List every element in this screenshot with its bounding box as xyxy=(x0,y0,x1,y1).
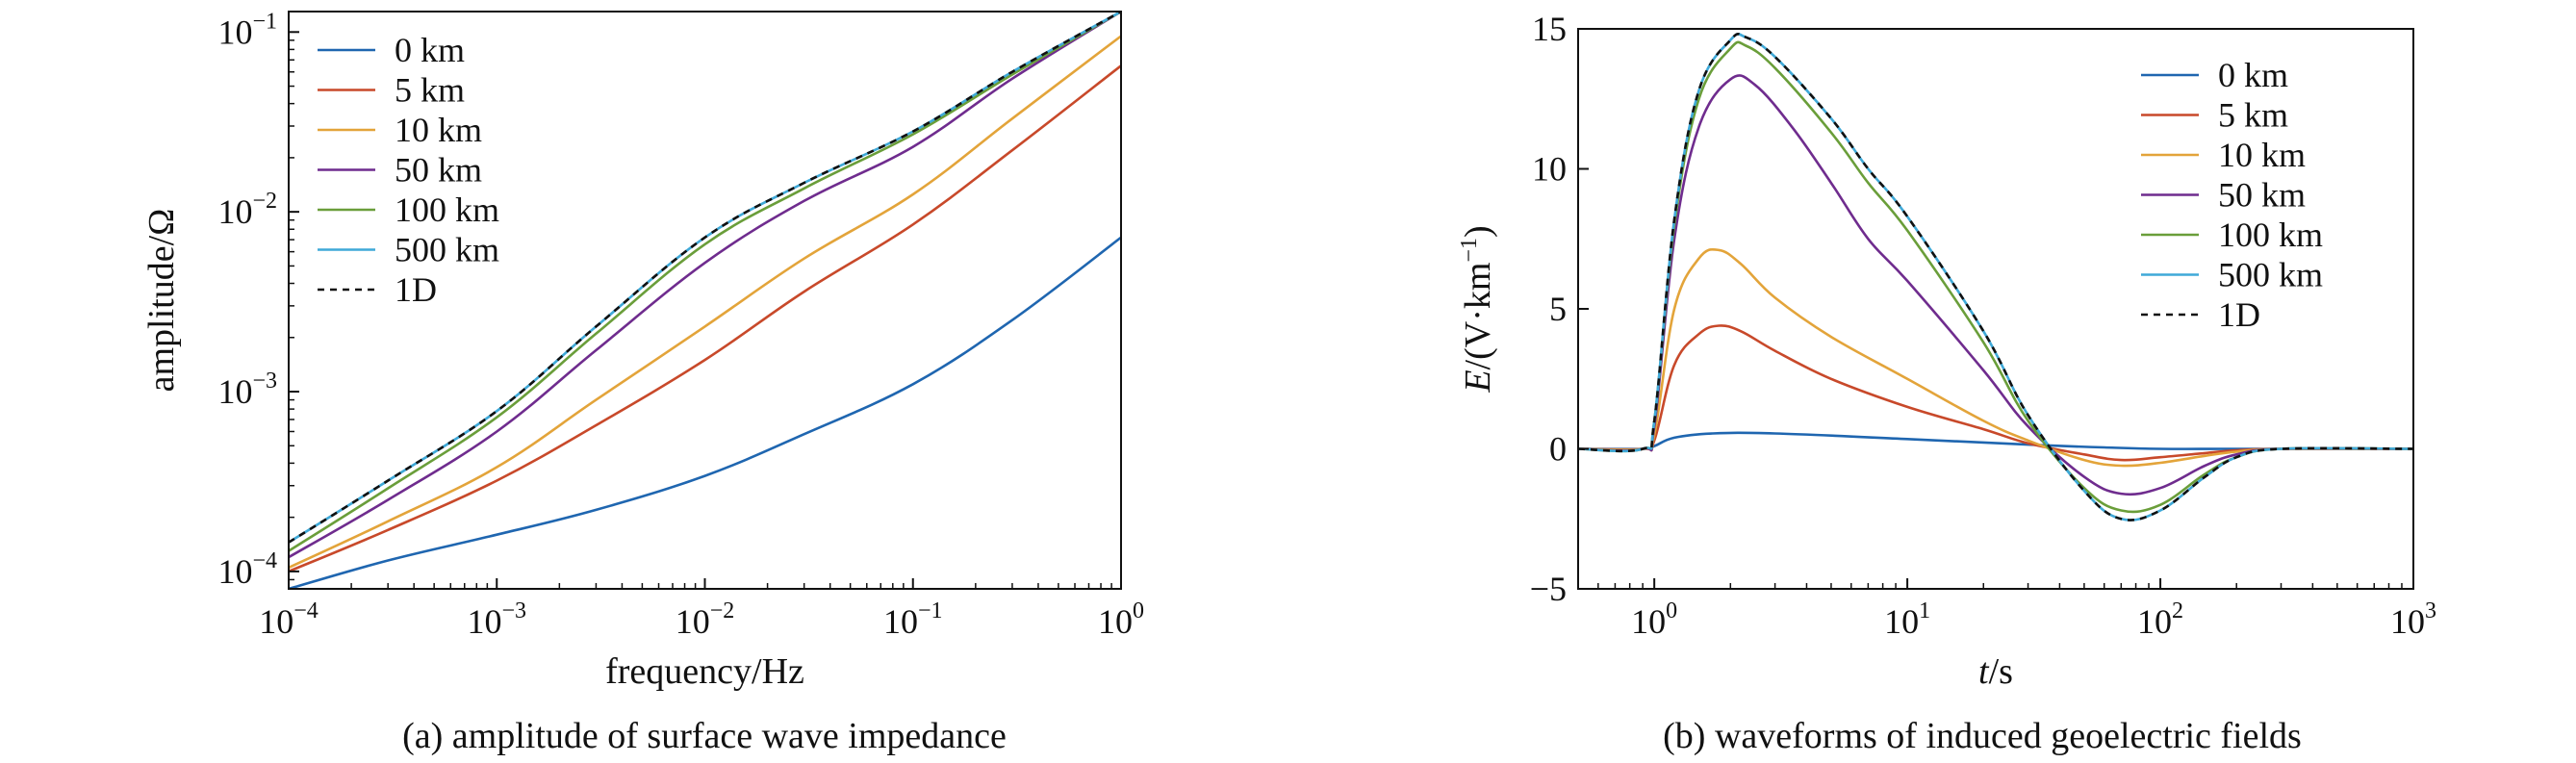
panel-b-caption: (b) waveforms of induced geoelectric fie… xyxy=(1663,716,2302,756)
panel-a-legend-label: 5 km xyxy=(395,71,465,110)
panel-b-x-label-unit: /s xyxy=(1989,651,2013,692)
panel-a-series-line-0-km xyxy=(289,236,1121,589)
panel-a-x-tick-label: 10−2 xyxy=(676,598,735,641)
panel-a-legend-label: 10 km xyxy=(395,111,482,149)
panel-b-legend-label: 10 km xyxy=(2218,136,2306,174)
panel-b-legend-label: 1D xyxy=(2218,295,2260,334)
panel-a-y-tick-label: 10−2 xyxy=(217,189,277,231)
panel-a-y-axis-label: amplitude/Ω xyxy=(141,209,182,393)
panel-b-legend-label: 50 km xyxy=(2218,176,2306,215)
panel-a-x-ticks: 10−4 10−3 10−2 10−1 100 xyxy=(259,578,1144,641)
panel-b-legend-label: 500 km xyxy=(2218,256,2323,294)
panel-b-y-label-exponent: −1 xyxy=(1457,238,1482,263)
panel-a-legend-label: 50 km xyxy=(395,151,482,190)
panel-b-series-line-10-km xyxy=(1578,247,2413,468)
panel-a-series-line-10-km xyxy=(289,35,1121,570)
panel-b-y-axis-label: E/(V·km−1) xyxy=(1457,225,1498,393)
panel-a-x-axis-label: frequency/Hz xyxy=(605,651,804,692)
panel-b-y-tick-label: 10 xyxy=(1532,150,1567,189)
panel-b-y-ticks: −5 0 5 10 15 xyxy=(1530,10,1589,608)
panel-b-series-line-1d xyxy=(1578,32,2413,521)
panel-a-x-tick-label: 100 xyxy=(1098,598,1144,641)
panel-b-legend-label: 0 km xyxy=(2218,56,2288,94)
panel-b-x-tick-label: 102 xyxy=(2137,598,2183,641)
panel-a-series-line-50-km xyxy=(289,12,1121,559)
panel-a-y-tick-label: 10−4 xyxy=(217,548,277,591)
panel-b-series-layer xyxy=(1578,32,2413,521)
panel-a-x-tick-label: 10−1 xyxy=(883,598,943,641)
panel-a-legend-label: 500 km xyxy=(395,231,499,269)
panel-b-x-label-symbol: t xyxy=(1978,651,1990,692)
panel-a-legend-label: 1D xyxy=(395,270,437,309)
panel-b-y-tick-label: 15 xyxy=(1532,10,1567,48)
panel-a-legend-label: 100 km xyxy=(395,191,499,229)
panel-a-series-layer xyxy=(289,12,1121,589)
panel-a-series-line-1d xyxy=(289,12,1121,544)
panel-a-x-tick-label: 10−4 xyxy=(259,598,319,641)
panel-b-x-ticks: 100 101 102 103 xyxy=(1577,578,2436,641)
panel-b-y-tick-label: 5 xyxy=(1549,290,1567,328)
panel-b-x-axis-label: t/s xyxy=(1978,651,2013,692)
panel-a-x-tick-label: 10−3 xyxy=(467,598,526,641)
panel-a-amplitude-chart: 10−4 10−3 10−2 10−1 100 10−4 10−3 10−2 10−1 0 k… xyxy=(141,9,1144,756)
panel-b-x-tick-label: 100 xyxy=(1631,598,1677,641)
panel-a-series-line-100-km xyxy=(289,12,1121,552)
panel-b-y-label-unit: /(V·km xyxy=(1458,263,1498,370)
panel-b-x-tick-label: 101 xyxy=(1884,598,1930,641)
panel-a-y-ticks: 10−4 10−3 10−2 10−1 xyxy=(217,9,299,591)
panel-b-y-label-symbol: E xyxy=(1458,369,1498,393)
panel-b-x-tick-label: 103 xyxy=(2390,598,2436,641)
panel-b-y-label-close: ) xyxy=(1458,225,1498,238)
panel-a-caption: (a) amplitude of surface wave impedance xyxy=(402,716,1007,756)
panel-b-legend-label: 5 km xyxy=(2218,96,2288,135)
panel-a-y-tick-label: 10−3 xyxy=(217,369,277,411)
panel-b-series-line-0-km xyxy=(1578,431,2413,451)
panel-b-y-tick-label: 0 xyxy=(1549,430,1567,469)
panel-a-legend-label: 0 km xyxy=(395,31,465,69)
panel-b-series-line-5-km xyxy=(1578,324,2413,462)
panel-a-series-line-5-km xyxy=(289,64,1121,573)
panel-a-y-tick-label: 10−1 xyxy=(217,9,277,51)
panel-b-y-tick-label: −5 xyxy=(1530,570,1567,608)
panel-b-legend-label: 100 km xyxy=(2218,216,2323,254)
